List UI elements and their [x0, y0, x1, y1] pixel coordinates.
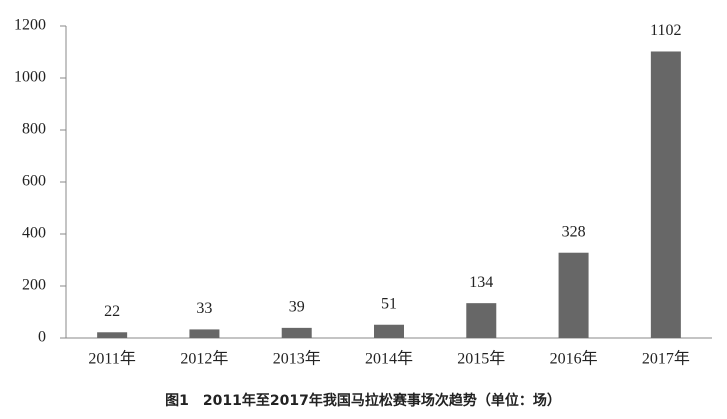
bar [650, 51, 681, 338]
y-tick-label: 1200 [14, 17, 46, 34]
chart-title: 图1 2011年至2017年我国马拉松赛事场次趋势（单位：场） [165, 392, 561, 409]
data-label: 134 [469, 274, 493, 291]
x-tick-label: 2015年 [457, 350, 505, 368]
x-tick-label: 2011年 [88, 350, 135, 368]
x-tick-label: 2012年 [180, 350, 228, 368]
bar [97, 332, 128, 338]
y-tick-label: 800 [22, 121, 46, 138]
data-label: 328 [562, 223, 586, 240]
x-tick-label: 2013年 [273, 350, 321, 368]
data-label: 33 [196, 300, 212, 317]
y-tick-label: 400 [22, 225, 46, 242]
data-label: 51 [381, 295, 397, 312]
data-label: 22 [104, 303, 120, 320]
y-tick-label: 0 [38, 329, 46, 346]
bar [281, 327, 312, 338]
x-tick-label: 2016年 [550, 350, 598, 368]
data-label: 39 [289, 299, 305, 316]
x-tick-label: 2017年 [642, 350, 690, 368]
y-tick-label: 200 [22, 277, 46, 294]
bar [466, 303, 497, 338]
bar [189, 329, 220, 338]
y-tick-label: 1000 [14, 69, 46, 86]
y-tick-label: 600 [22, 173, 46, 190]
bar [558, 252, 589, 338]
x-tick-label: 2014年 [365, 350, 413, 368]
data-label: 1102 [650, 22, 681, 39]
bar [374, 324, 404, 338]
